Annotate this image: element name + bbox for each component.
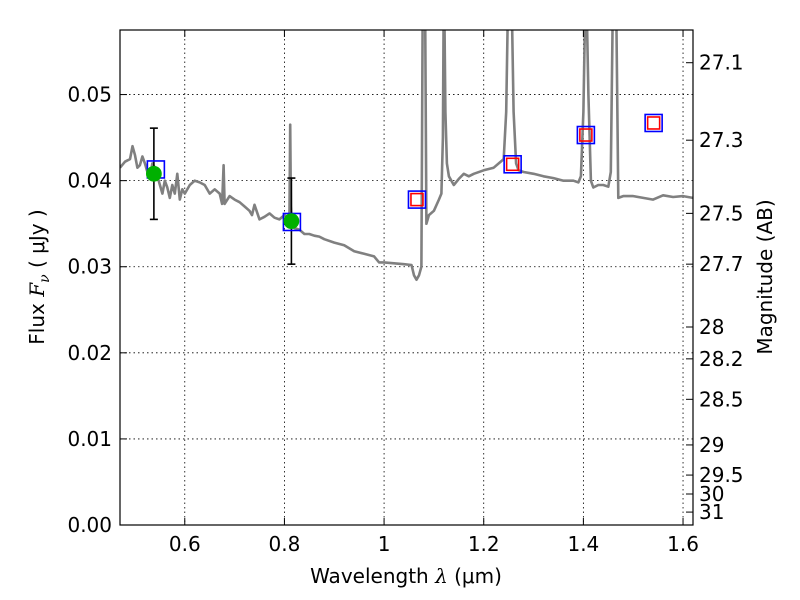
sed-model-line — [120, 30, 693, 281]
axis-ticks: 0.6 0.8 1 1.2 1.4 1.6 0.00 0.01 0.02 0.03 0.04 0.05… — [67, 30, 744, 556]
mag-tick-label: 29.5 — [699, 463, 744, 487]
mag-tick-label: 27.5 — [699, 201, 744, 225]
x-tick-label: 1.6 — [667, 532, 699, 556]
model-photometry-square — [576, 125, 596, 145]
x-tick-label: 1.4 — [567, 532, 599, 556]
x-tick-label: 1.2 — [468, 532, 500, 556]
x-tick-label: 0.8 — [269, 532, 301, 556]
predicted-photometry-square — [410, 192, 424, 207]
y-tick-label: 0.02 — [67, 341, 112, 365]
y-axis-label: Flux Fν ( μJy ) — [25, 209, 53, 344]
model-photometry-square — [407, 190, 427, 209]
x-tick-label: 1 — [378, 532, 391, 556]
model-photometry-square — [503, 154, 522, 174]
grid-lines — [120, 30, 693, 526]
model-photometry-square — [644, 113, 663, 133]
mag-tick-label: 29 — [699, 433, 724, 457]
plot-frame — [119, 29, 694, 526]
predicted-photometry-square — [505, 157, 520, 172]
y-tick-label: 0.03 — [67, 255, 112, 279]
y2-axis-label: Magnitude (AB) — [753, 199, 777, 354]
y-tick-label: 0.00 — [67, 513, 112, 537]
observed-flux-point — [145, 165, 162, 182]
data-marks — [145, 113, 663, 265]
mag-tick-label: 30 — [699, 482, 724, 506]
mag-tick-label: 28.5 — [699, 387, 744, 411]
mag-tick-label: 27.3 — [699, 128, 744, 152]
mag-tick-label: 27.1 — [699, 51, 744, 75]
y-tick-label: 0.01 — [67, 427, 112, 451]
observed-flux-point — [283, 213, 300, 230]
predicted-photometry-square — [646, 116, 661, 130]
y-tick-label: 0.04 — [67, 169, 112, 193]
mag-tick-label: 27.7 — [699, 252, 744, 276]
mag-tick-label: 28.2 — [699, 347, 744, 371]
x-axis-label: Wavelength λ (μm) — [310, 564, 502, 588]
mag-tick-label: 31 — [699, 500, 724, 524]
y-tick-label: 0.05 — [67, 83, 112, 107]
x-tick-label: 0.6 — [169, 532, 201, 556]
mag-tick-label: 28 — [699, 315, 724, 339]
predicted-photometry-square — [579, 128, 593, 142]
